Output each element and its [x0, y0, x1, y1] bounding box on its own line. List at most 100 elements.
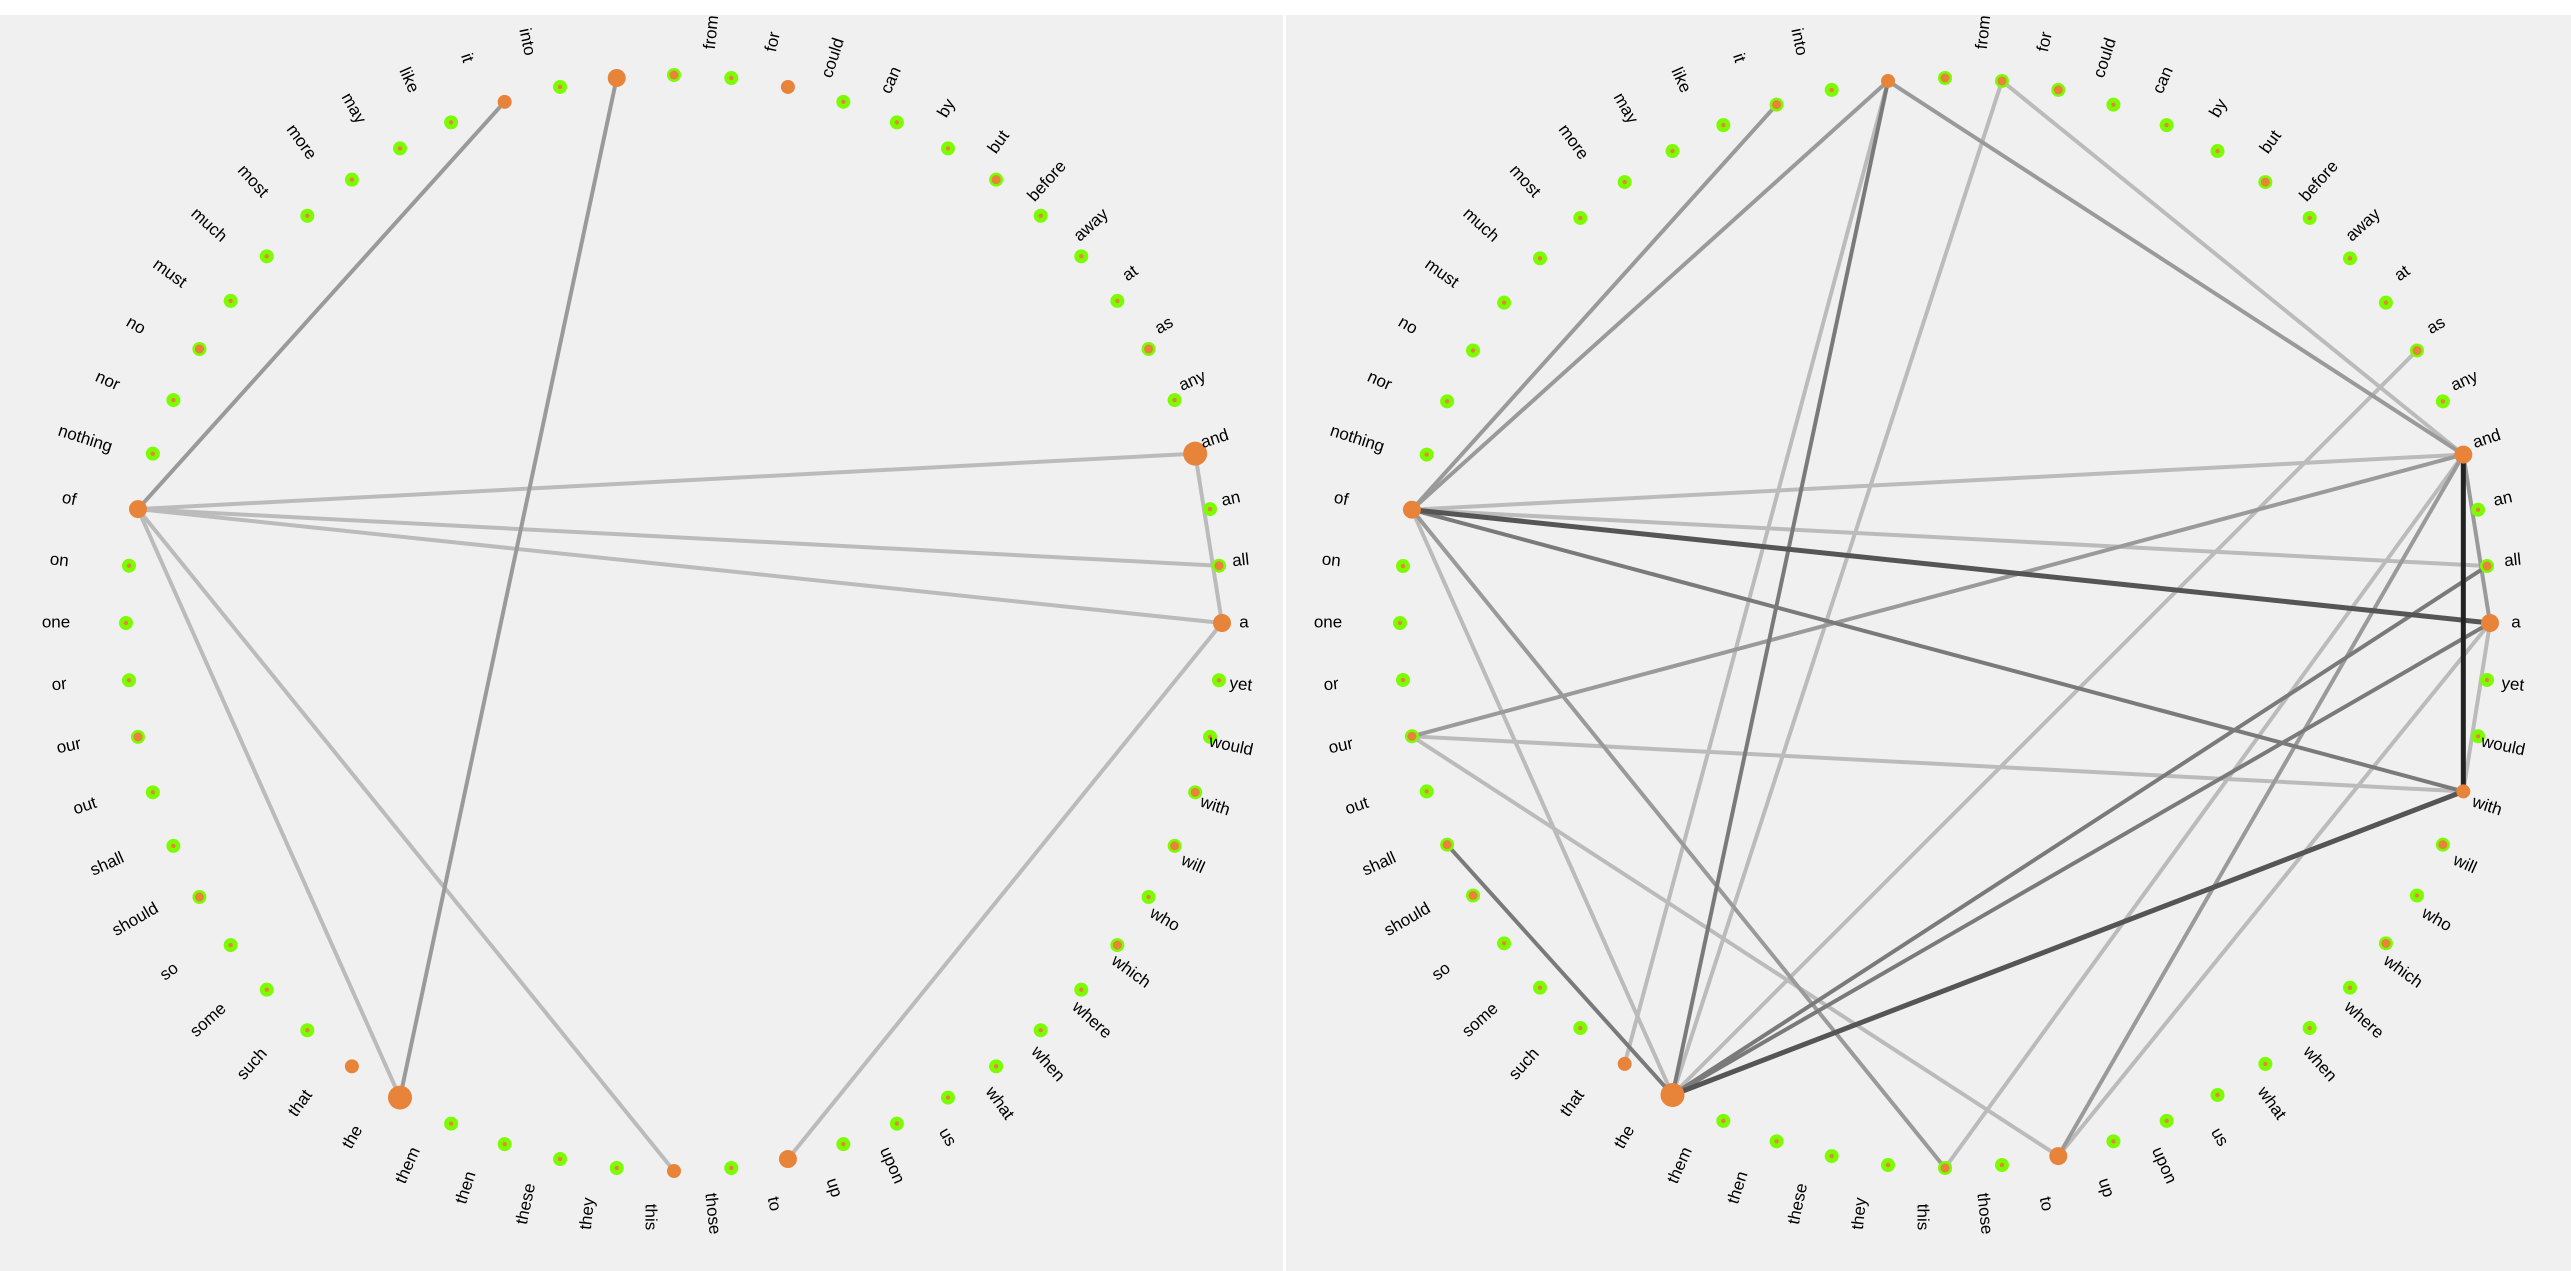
node-what[interactable]	[989, 1059, 1004, 1074]
node-nor[interactable]	[1440, 394, 1455, 409]
node-unlabeled-16[interactable]	[1881, 73, 1896, 88]
node-which[interactable]	[2378, 936, 2393, 951]
node-like[interactable]	[444, 115, 459, 130]
node-an[interactable]	[1203, 502, 1218, 517]
node-such[interactable]	[300, 1023, 315, 1038]
node-on[interactable]	[122, 558, 137, 573]
node-should[interactable]	[1466, 888, 1481, 903]
node-may[interactable]	[393, 141, 407, 156]
node-them[interactable]	[1716, 1113, 1731, 1128]
node-such[interactable]	[1573, 1021, 1588, 1036]
node-will[interactable]	[1167, 838, 1182, 853]
node-unlabeled-15[interactable]	[1938, 71, 1952, 85]
node-upon[interactable]	[889, 1116, 904, 1131]
node-us[interactable]	[941, 1090, 955, 1105]
node-much[interactable]	[1532, 251, 1547, 266]
node-what[interactable]	[2258, 1056, 2273, 1071]
node-then[interactable]	[1769, 1134, 1784, 1149]
node-into[interactable]	[1824, 82, 1839, 97]
node-some[interactable]	[259, 982, 274, 997]
node-them[interactable]	[444, 1116, 459, 1131]
node-a[interactable]	[1213, 614, 1231, 632]
node-out[interactable]	[1419, 784, 1434, 799]
node-those[interactable]	[724, 1160, 739, 1175]
node-like[interactable]	[1716, 118, 1731, 133]
node-unlabeled-15[interactable]	[667, 68, 681, 82]
node-with[interactable]	[1188, 785, 1203, 800]
node-the[interactable]	[1660, 1082, 1685, 1107]
node-any[interactable]	[2435, 394, 2450, 409]
node-a[interactable]	[2481, 614, 2499, 632]
node-as[interactable]	[1141, 342, 1156, 356]
node-could[interactable]	[836, 94, 851, 109]
node-then[interactable]	[497, 1137, 512, 1152]
node-this[interactable]	[1938, 1161, 1952, 1175]
node-it[interactable]	[1769, 97, 1784, 112]
node-as[interactable]	[2409, 343, 2424, 358]
node-and[interactable]	[1183, 441, 1208, 466]
node-our[interactable]	[130, 729, 145, 744]
node-that[interactable]	[344, 1059, 359, 1074]
node-no[interactable]	[192, 342, 207, 356]
node-these[interactable]	[553, 1152, 568, 1167]
node-they[interactable]	[609, 1160, 624, 1175]
node-on[interactable]	[1395, 559, 1410, 574]
node-these[interactable]	[1824, 1149, 1839, 1164]
node-by[interactable]	[2210, 144, 2225, 159]
node-nothing[interactable]	[145, 446, 160, 461]
node-into[interactable]	[553, 79, 568, 94]
node-could[interactable]	[2106, 97, 2121, 112]
node-shall[interactable]	[166, 838, 181, 853]
node-which[interactable]	[1110, 938, 1125, 953]
node-may[interactable]	[1665, 144, 1680, 159]
node-those[interactable]	[1994, 1158, 2009, 1173]
node-or[interactable]	[1395, 672, 1410, 687]
node-so[interactable]	[1497, 936, 1512, 951]
node-must[interactable]	[223, 293, 238, 308]
node-they[interactable]	[1881, 1158, 1896, 1173]
node-an[interactable]	[2471, 502, 2486, 517]
node-should[interactable]	[192, 890, 207, 904]
node-one[interactable]	[1393, 616, 1407, 630]
node-where[interactable]	[1074, 982, 1089, 997]
node-all[interactable]	[1211, 558, 1226, 573]
node-up[interactable]	[836, 1137, 851, 1152]
node-from[interactable]	[724, 71, 739, 86]
node-nor[interactable]	[166, 393, 181, 408]
node-for[interactable]	[2051, 82, 2066, 97]
node-of[interactable]	[1402, 500, 1421, 519]
node-and[interactable]	[2454, 445, 2473, 464]
node-before[interactable]	[2302, 210, 2317, 225]
node-when[interactable]	[2302, 1021, 2317, 1036]
node-of[interactable]	[128, 500, 147, 519]
node-more[interactable]	[1617, 175, 1632, 190]
node-shall[interactable]	[1440, 837, 1455, 852]
node-or[interactable]	[122, 673, 137, 688]
node-some[interactable]	[1532, 980, 1547, 995]
node-unlabeled-16[interactable]	[607, 69, 626, 88]
node-the[interactable]	[388, 1085, 412, 1110]
node-who[interactable]	[1141, 890, 1156, 904]
node-up[interactable]	[2106, 1134, 2121, 1149]
node-away[interactable]	[2343, 251, 2358, 266]
node-out[interactable]	[145, 785, 160, 800]
node-from[interactable]	[1994, 73, 2009, 88]
node-with[interactable]	[2456, 784, 2471, 799]
node-can[interactable]	[889, 115, 904, 130]
node-that[interactable]	[1617, 1056, 1632, 1071]
node-but[interactable]	[989, 172, 1004, 187]
node-so[interactable]	[223, 938, 238, 953]
node-but[interactable]	[2258, 175, 2273, 190]
node-much[interactable]	[259, 249, 274, 264]
node-would[interactable]	[1203, 729, 1218, 744]
node-at[interactable]	[1110, 293, 1125, 308]
node-us[interactable]	[2210, 1087, 2225, 1102]
node-upon[interactable]	[2159, 1113, 2174, 1128]
node-who[interactable]	[2409, 888, 2424, 903]
node-would[interactable]	[2471, 729, 2486, 744]
node-when[interactable]	[1033, 1023, 1048, 1038]
node-one[interactable]	[119, 616, 133, 630]
node-this[interactable]	[667, 1164, 681, 1178]
node-at[interactable]	[2378, 295, 2393, 310]
node-nothing[interactable]	[1419, 447, 1434, 462]
